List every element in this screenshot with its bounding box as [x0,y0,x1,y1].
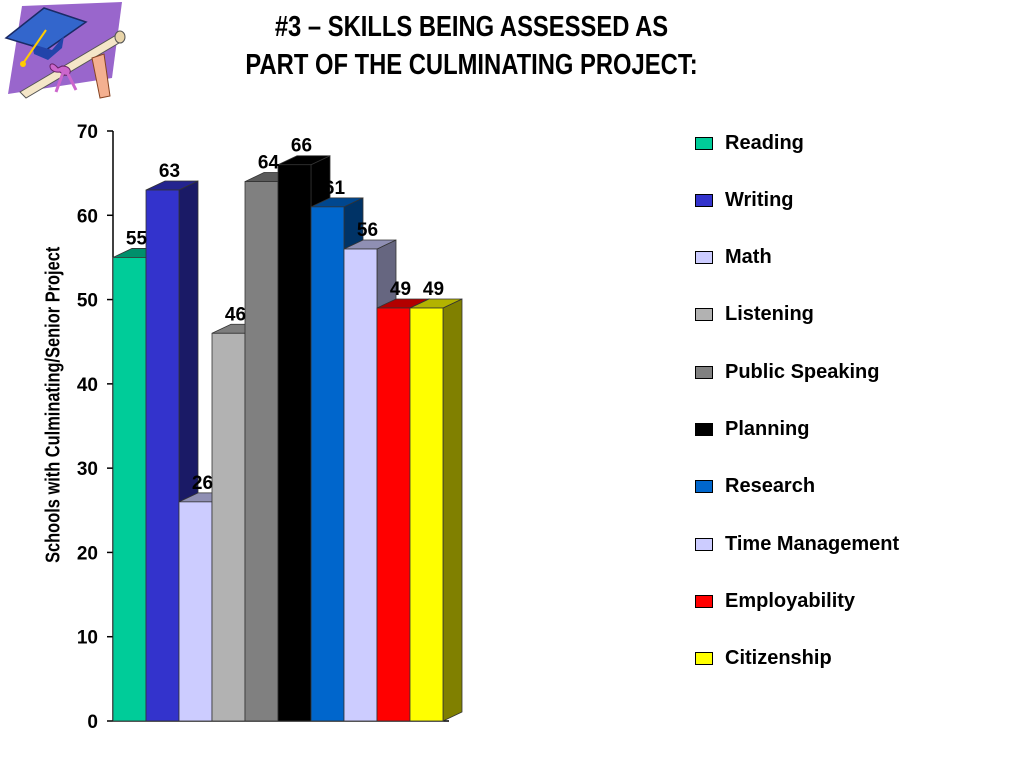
data-label: 61 [324,178,346,199]
legend-swatch [695,537,713,551]
bar-front [145,189,180,722]
y-tick-label: 60 [77,206,98,227]
bar-front [178,501,213,722]
legend-item: Planning [695,415,1015,445]
y-tick-label: 70 [77,122,98,143]
y-tick-label: 0 [87,712,98,733]
title-line-2: PART OF THE CULMINATING PROJECT: [245,49,698,81]
legend-swatch [695,423,713,436]
legend-item: Listening [695,300,1015,330]
data-label: 49 [390,279,411,300]
legend-label: Research [725,475,816,498]
bar-citizenship [409,298,463,722]
title-line-1: #3 – SKILLS BEING ASSESSED AS [274,11,669,43]
page-title: #3 – SKILLS BEING ASSESSED AS PART OF TH… [0,8,943,84]
legend-swatch [695,136,713,150]
data-label: 26 [192,473,213,494]
legend-label: Public Speaking [725,360,880,383]
legend-label: Citizenship [725,647,832,670]
bar-front [244,181,279,722]
legend-label: Writing [725,188,794,211]
legend-label: Listening [725,303,814,326]
legend-item: Time Management [695,529,1015,559]
legend-swatch [695,652,713,666]
y-tick-label: 20 [77,543,98,564]
legend-item: Math [695,243,1015,273]
legend-swatch [695,480,713,494]
y-tick-label: 40 [77,375,98,396]
data-label: 55 [126,228,148,249]
legend-item: Research [695,472,1015,502]
data-label: 49 [423,279,444,300]
bar-front [211,332,246,722]
legend-item: Employability [695,586,1015,616]
bar-front [409,307,444,722]
bar-front [310,206,345,722]
legend-swatch [695,594,713,608]
legend-label: Math [725,246,772,269]
legend-label: Reading [725,131,804,154]
data-label: 56 [357,220,378,241]
y-tick-label: 30 [77,459,98,480]
legend-item: Citizenship [695,644,1015,674]
legend-swatch [695,251,713,265]
legend-swatch [695,308,713,322]
bar-front [112,257,147,722]
data-label: 66 [291,136,312,157]
legend-item: Writing [695,185,1015,215]
bar-side [442,298,463,722]
y-axis-label: Schools with Culminating/Senior Project [42,246,65,563]
legend-swatch [695,365,713,379]
data-label: 46 [225,304,246,325]
y-tick-label: 10 [77,628,98,649]
legend-swatch [695,193,713,207]
graduation-cap-icon [4,2,126,99]
legend-label: Planning [725,418,810,440]
legend-item: Reading [695,128,1015,158]
legend-label: Time Management [725,532,900,555]
legend-item: Public Speaking [695,357,1015,387]
bar-front [376,307,411,722]
bar-front [343,248,378,722]
y-tick-label: 50 [77,291,98,312]
data-label: 64 [258,153,280,174]
legend-label: Employability [725,589,856,612]
bar-front [277,164,312,722]
data-label: 63 [159,161,180,182]
